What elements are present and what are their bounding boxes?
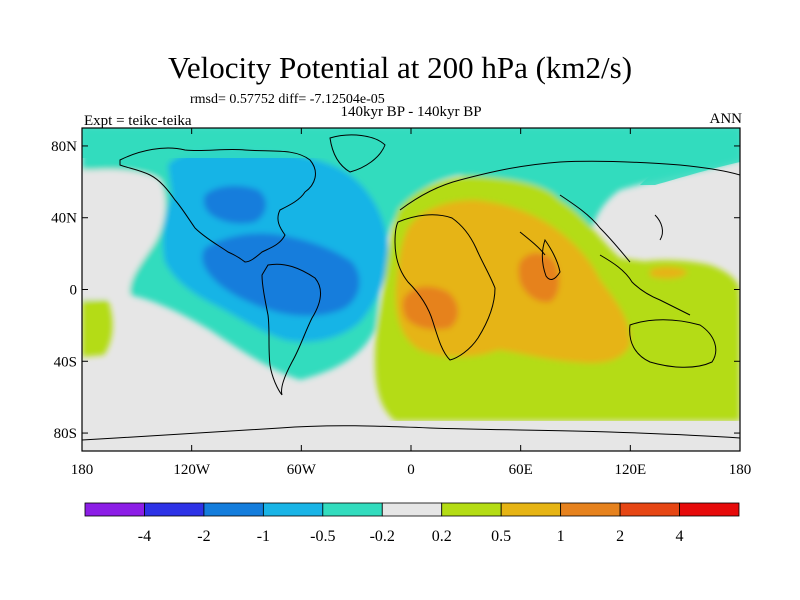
colorbar-swatch <box>679 502 740 517</box>
lon-tick-label: 180 <box>729 462 752 478</box>
coast-japan <box>654 214 663 241</box>
lon-tick-label: 0 <box>407 462 415 478</box>
map-subtitle: 140kyr BP - 140kyr BP <box>340 104 482 120</box>
lat-tick-label: 80S <box>54 426 77 442</box>
coast-africa <box>394 214 496 361</box>
colorbar-swatch <box>381 502 443 517</box>
map-title: Velocity Potential at 200 hPa (km2/s) <box>167 50 633 85</box>
coast-southeast-asia <box>599 254 691 316</box>
colorbar-label: 2 <box>616 528 624 545</box>
experiment-label: Expt = teikc-teika <box>84 113 192 129</box>
lon-tick-label: 120W <box>173 462 211 478</box>
colorbar-label: -2 <box>197 528 210 545</box>
colorbar-label: 0.5 <box>491 528 511 545</box>
colorbar-label: 4 <box>676 528 684 545</box>
colorbar-swatch <box>84 502 145 517</box>
colorbar-swatch <box>619 502 680 517</box>
coast-greenland <box>329 134 386 173</box>
season-label: ANN <box>709 111 743 127</box>
lon-tick-label: 60W <box>287 462 317 478</box>
colorbar-label: -4 <box>138 528 151 545</box>
colorbar-label: -0.5 <box>310 528 335 545</box>
colorbar-label: -0.2 <box>370 528 395 545</box>
lat-tick-label: 0 <box>70 283 78 299</box>
coast-south-america <box>261 263 322 396</box>
coast-north-america <box>119 147 316 263</box>
colorbar-swatch <box>560 502 621 517</box>
coast-antarctica <box>82 425 740 441</box>
colorbar-swatch <box>500 502 562 517</box>
contour-pos-low-sw-pacific <box>82 300 113 357</box>
colorbar-label: -1 <box>257 528 270 545</box>
contour-pos-1-africa <box>402 286 459 330</box>
lat-tick-label: 40N <box>51 211 77 227</box>
latitude-axis: 80N 40N 0 40S 80S <box>51 139 740 442</box>
contour-pos-1-arabia <box>518 253 560 303</box>
lat-tick-label: 40S <box>54 354 77 370</box>
contour-field <box>82 128 740 451</box>
colorbar-label: 0.2 <box>432 528 452 545</box>
contour-zero-band-east <box>82 169 166 300</box>
colorbar-swatch <box>144 502 205 517</box>
coast-australia <box>629 319 717 368</box>
colorbar-swatch <box>322 502 383 517</box>
contour-pos-1-nw-pacific <box>650 266 688 279</box>
colorbar-swatch <box>203 502 264 517</box>
colorbar-swatch <box>262 502 324 517</box>
colorbar: -4 -2 -1 -0.5 -0.2 0.2 0.5 1 2 4 <box>84 502 740 545</box>
lon-tick-label: 60E <box>509 462 533 478</box>
longitude-axis: 180 120W 60W 0 60E 120E 180 <box>71 128 752 478</box>
coastlines <box>82 134 740 441</box>
lat-tick-label: 80N <box>51 139 77 155</box>
lon-tick-label: 180 <box>71 462 94 478</box>
contour-north-polar-band <box>82 128 740 185</box>
lon-tick-label: 120E <box>614 462 646 478</box>
colorbar-swatch <box>441 502 502 517</box>
coast-indian-subcontinent <box>542 238 561 280</box>
coast-eurasia <box>399 160 740 263</box>
contour-neg-1-north <box>203 185 266 224</box>
stats-line: rmsd= 0.57752 diff= -7.12504e-05 <box>190 92 385 107</box>
colorbar-label: 1 <box>557 528 565 545</box>
